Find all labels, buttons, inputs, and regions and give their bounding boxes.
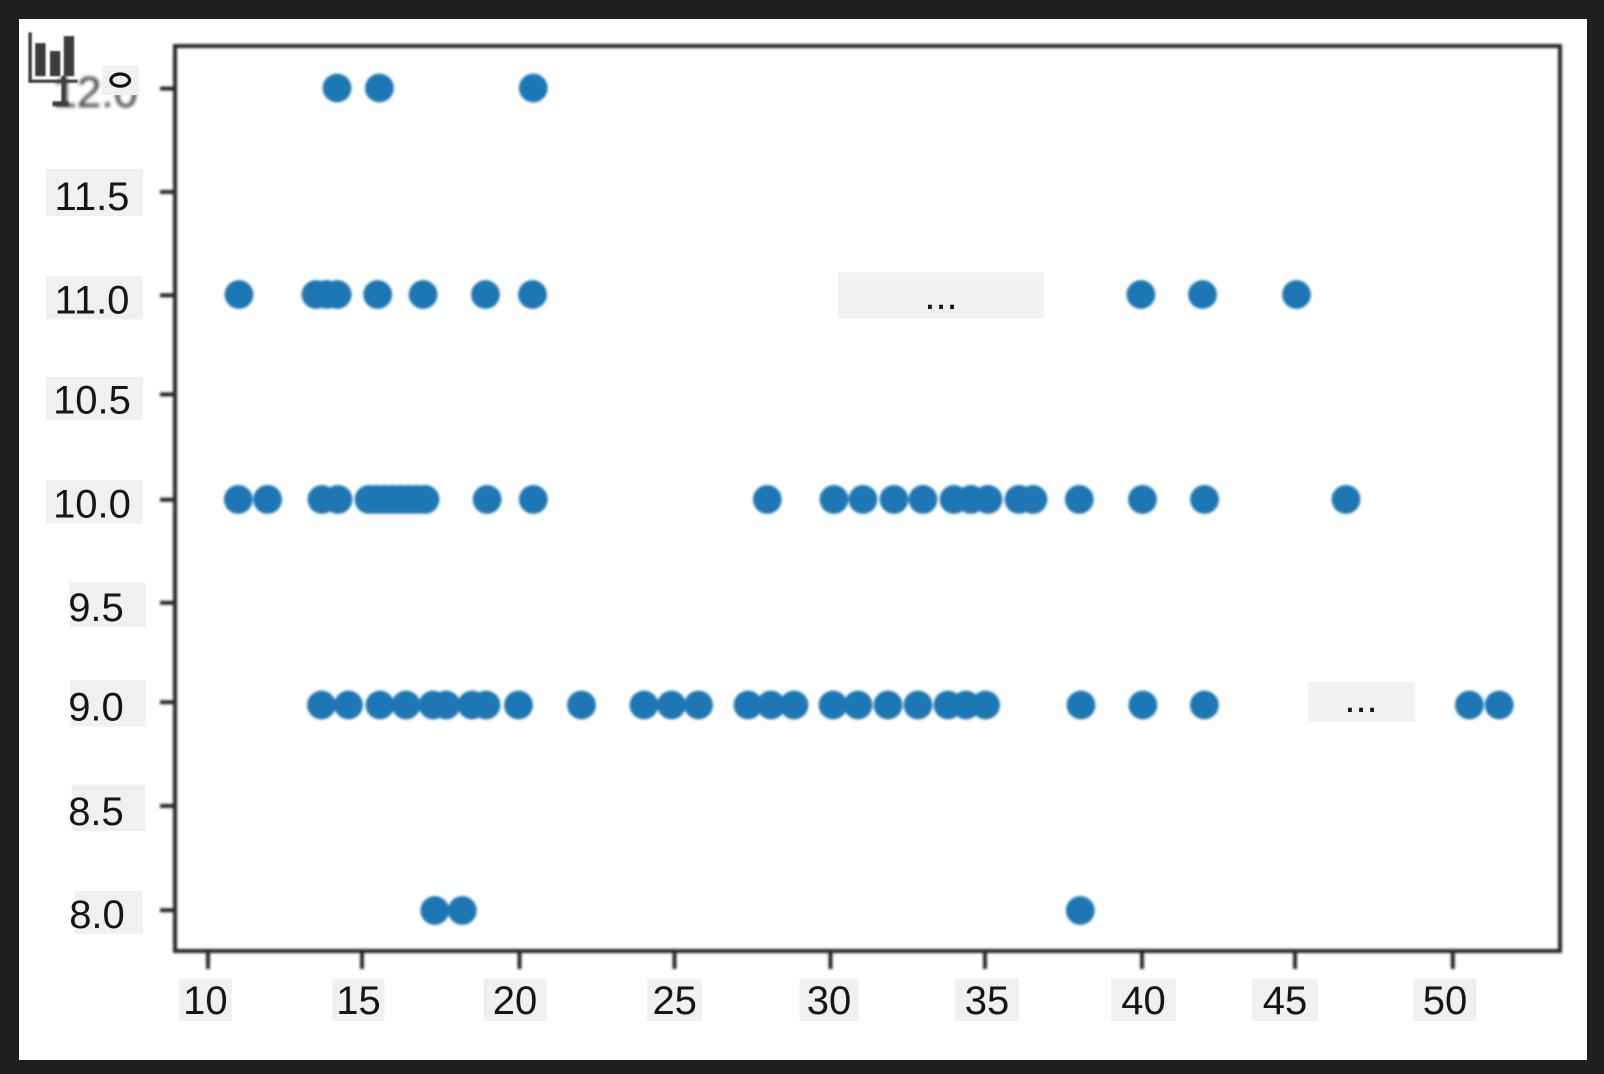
svg-text:50: 50 <box>1423 979 1468 1023</box>
svg-text:10.5: 10.5 <box>53 379 131 423</box>
svg-text:25: 25 <box>652 979 697 1023</box>
svg-text:9.5: 9.5 <box>68 586 124 630</box>
svg-text:15: 15 <box>336 979 381 1023</box>
svg-text:...: ... <box>1344 677 1377 721</box>
svg-text:8.0: 8.0 <box>69 893 125 937</box>
svg-text:...: ... <box>924 274 957 318</box>
svg-text:45: 45 <box>1263 979 1308 1023</box>
svg-text:20: 20 <box>493 979 538 1023</box>
svg-text:9.0: 9.0 <box>68 686 124 730</box>
svg-text:10.0: 10.0 <box>53 482 131 526</box>
svg-text:40: 40 <box>1121 979 1166 1023</box>
svg-text:11.5: 11.5 <box>55 175 130 219</box>
svg-text:10: 10 <box>183 979 228 1023</box>
svg-text:11.0: 11.0 <box>55 279 130 323</box>
svg-text:8.5: 8.5 <box>68 790 124 834</box>
svg-text:35: 35 <box>965 979 1010 1023</box>
svg-text:30: 30 <box>807 979 852 1023</box>
